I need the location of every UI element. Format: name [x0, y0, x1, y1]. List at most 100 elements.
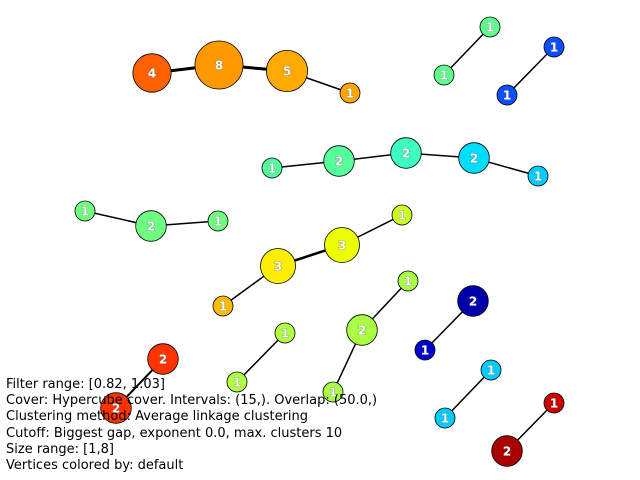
node-label: 2	[112, 402, 120, 416]
graph-node: 1	[496, 84, 518, 106]
node-circle	[397, 270, 419, 292]
graph-node: 1	[414, 339, 436, 361]
node-label: 2	[147, 220, 155, 234]
graph-node: 2	[390, 137, 422, 169]
graph-node: 2	[323, 145, 355, 177]
graph-node: 1	[543, 392, 565, 414]
cover-text: Cover: Hypercube cover. Intervals: (15,)…	[6, 393, 378, 409]
node-label: 1	[329, 386, 337, 400]
node-label: 1	[281, 327, 289, 341]
vertices-colored-text: Vertices colored by: default	[6, 458, 184, 474]
node-label: 1	[398, 209, 406, 223]
node-label: 1	[219, 300, 227, 314]
graph-node: 2	[100, 392, 132, 424]
node-circle	[346, 314, 378, 346]
graph-node: 1	[433, 64, 455, 86]
graph-node: 3	[260, 248, 296, 284]
edge-n1q-n1r	[444, 369, 492, 419]
node-circle	[274, 322, 296, 344]
node-label: 1	[550, 41, 558, 55]
node-label: 3	[274, 260, 282, 274]
graph-node: 2	[491, 435, 523, 467]
node-label: 2	[402, 147, 410, 161]
node-circle	[212, 295, 234, 317]
node-label: 5	[283, 65, 291, 79]
node-circle	[496, 84, 518, 106]
node-label: 1	[404, 275, 412, 289]
node-label: 1	[346, 87, 354, 101]
node-circle	[324, 227, 360, 263]
graph-node: 1	[322, 381, 344, 403]
node-label: 1	[534, 170, 542, 184]
graph-node: 5	[265, 50, 308, 93]
node-label: 8	[215, 59, 223, 73]
clustering-method-text: Clustering method: Average linkage clust…	[6, 409, 309, 425]
node-circle	[457, 285, 489, 317]
node-circle	[226, 371, 248, 393]
node-label: 1	[486, 21, 494, 35]
node-circle	[480, 359, 502, 381]
graph-node: 1	[226, 371, 248, 393]
node-circle	[491, 435, 523, 467]
node-label: 1	[487, 364, 495, 378]
node-circle	[479, 16, 501, 38]
graph-node: 1	[397, 270, 419, 292]
node-circle	[207, 210, 229, 232]
node-label: 2	[159, 353, 167, 367]
node-circle	[543, 392, 565, 414]
graph-node: 2	[346, 314, 378, 346]
graph-node: 8	[194, 40, 244, 90]
node-label: 2	[469, 295, 477, 309]
node-circle	[74, 200, 96, 222]
node-circle	[100, 392, 132, 424]
graph-node: 1	[212, 295, 234, 317]
node-label: 1	[550, 397, 558, 411]
node-circle	[434, 407, 456, 429]
graph-node: 1	[527, 165, 549, 187]
node-circle	[261, 157, 283, 179]
graph-nodes: 4 8 5 1 1 1 1 1 1 2 2 2 1 1 2 1 1 3 3 1 1 2 1 1 1 2 1 2 2 1 1 1 2	[74, 16, 565, 467]
node-label: 1	[81, 205, 89, 219]
graph-node: 1	[479, 16, 501, 38]
graph-node: 2	[457, 285, 489, 317]
node-circle	[527, 165, 549, 187]
graph-node: 2	[135, 210, 167, 242]
graph-node: 1	[74, 200, 96, 222]
node-circle	[265, 50, 308, 93]
graph-node: 4	[132, 53, 172, 93]
edge-n1d-n1e	[506, 46, 555, 96]
node-circle	[339, 82, 361, 104]
node-label: 1	[268, 162, 276, 176]
graph-node: 1	[480, 359, 502, 381]
node-circle	[391, 204, 413, 226]
graph-node: 2	[458, 142, 490, 174]
node-label: 1	[233, 376, 241, 390]
graph-node: 1	[434, 407, 456, 429]
edge-n1n-n1o	[236, 332, 286, 383]
node-circle	[458, 142, 490, 174]
node-label: 1	[440, 69, 448, 83]
graph-node: 1	[543, 36, 565, 58]
node-label: 2	[335, 155, 343, 169]
graph-node: 2	[147, 343, 179, 375]
node-circle	[194, 40, 244, 90]
graph-node: 1	[339, 82, 361, 104]
cutoff-text: Cutoff: Biggest gap, exponent 0.0, max. …	[6, 425, 343, 441]
node-circle	[414, 339, 436, 361]
node-label: 3	[338, 239, 346, 253]
graph-node: 1	[261, 157, 283, 179]
graph-node: 1	[274, 322, 296, 344]
graph-node: 3	[324, 227, 360, 263]
node-circle	[260, 248, 296, 284]
edge-n1b-n1c	[443, 26, 491, 76]
node-label: 1	[441, 412, 449, 426]
filter-range-text: Filter range: [0.82, 1.03]	[6, 377, 165, 392]
node-circle	[322, 381, 344, 403]
node-label: 1	[503, 89, 511, 103]
node-label: 2	[503, 445, 511, 459]
node-label: 1	[421, 344, 429, 358]
node-label: 4	[148, 67, 156, 81]
graph-node: 1	[207, 210, 229, 232]
node-circle	[390, 137, 422, 169]
